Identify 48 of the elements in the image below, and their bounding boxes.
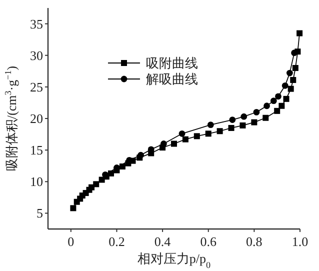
point [282, 82, 288, 89]
point [251, 119, 258, 126]
y-tick-label: 15 [30, 142, 43, 158]
y-tick-label: 30 [30, 48, 43, 63]
point [264, 102, 270, 110]
point [194, 133, 200, 140]
point [207, 122, 214, 128]
legend-label: 解吸曲线 [146, 72, 198, 86]
point [160, 140, 167, 147]
point [290, 76, 296, 83]
point [283, 96, 290, 102]
y-tick-label: 10 [30, 174, 43, 190]
point [270, 98, 277, 104]
y-tick-label: 5 [36, 206, 43, 221]
point [275, 93, 282, 100]
x-tick-label: 0.6 [200, 234, 217, 249]
legend-label: 吸附曲线 [146, 56, 198, 70]
y-tick-label: 35 [30, 16, 43, 32]
x-tick-label: 0.8 [246, 234, 262, 249]
point [296, 30, 303, 36]
x-tick-label: 0.4 [154, 234, 172, 249]
point [286, 70, 293, 76]
point [216, 128, 223, 134]
point [102, 171, 108, 178]
point [274, 108, 280, 114]
point [253, 108, 260, 116]
x-tick-label: 0.2 [108, 234, 125, 249]
point [292, 64, 298, 71]
point [205, 130, 212, 137]
point [262, 114, 269, 121]
y-tick-label: 25 [30, 79, 43, 94]
y-tick-label: 20 [30, 111, 43, 126]
point [70, 205, 76, 212]
point [93, 181, 100, 188]
point [178, 130, 186, 137]
point [240, 113, 248, 120]
point [138, 152, 144, 158]
x-tick-label: 0 [68, 234, 74, 249]
point [171, 140, 177, 147]
point [288, 86, 294, 92]
point [228, 124, 234, 131]
point [278, 102, 285, 109]
point [182, 136, 188, 142]
point [240, 122, 246, 128]
x-tick-label: 1.0 [292, 234, 308, 249]
x-axis-title: 相对压力p/p$_{0}$ [137, 251, 212, 270]
point [229, 116, 236, 123]
point [291, 50, 298, 56]
